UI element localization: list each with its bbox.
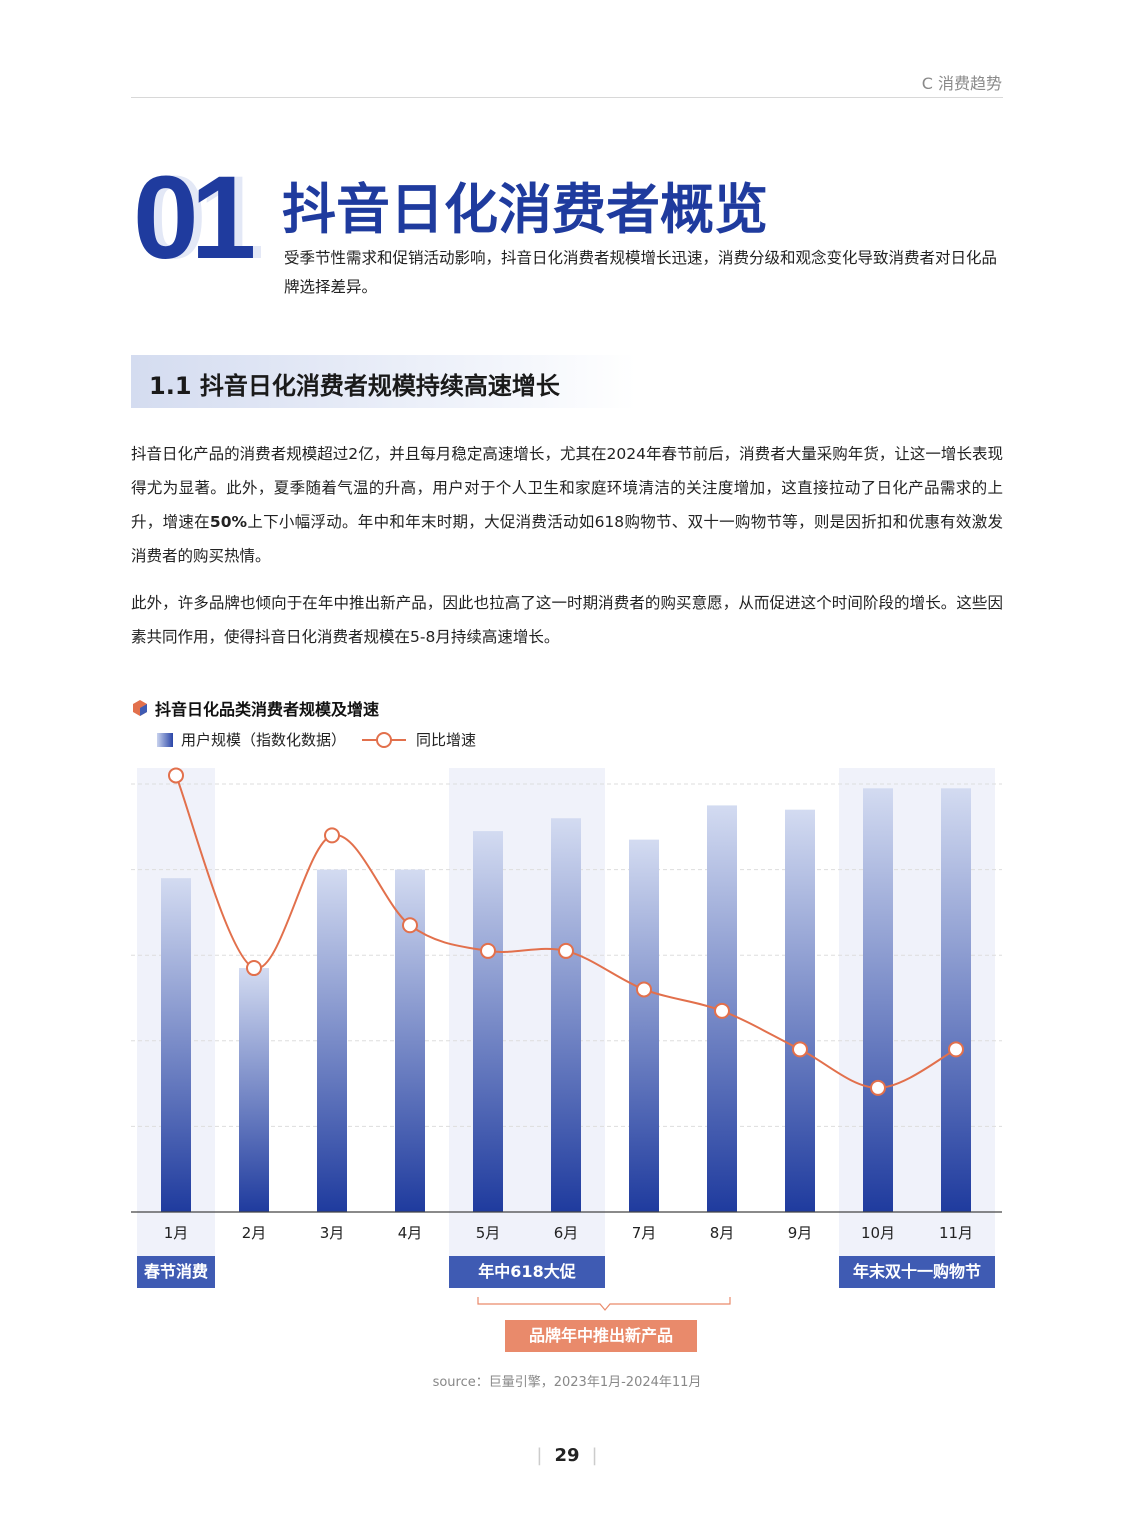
- x-tick-label: 11月: [939, 1224, 973, 1242]
- section-header: C 消费趋势: [921, 74, 1002, 93]
- growth-point: [792, 1041, 808, 1058]
- growth-line: [175, 775, 957, 1089]
- growth-point: [714, 1002, 730, 1019]
- highlight-band: [839, 768, 995, 1268]
- x-tick-label: 9月: [788, 1224, 813, 1242]
- bar: [785, 809, 815, 1212]
- line-legend-swatch: [362, 731, 407, 748]
- p1-text-b: 上下小幅浮动。年中和年末时期，大促消费活动如618购物节、双十一购物节等，则是因…: [131, 513, 1003, 565]
- hexagon-icon: [133, 700, 147, 716]
- period-tag: 春节消费: [137, 1256, 215, 1288]
- growth-point: [402, 917, 418, 934]
- growth-point: [636, 981, 652, 998]
- bar: [629, 839, 659, 1212]
- x-tick-label: 4月: [398, 1224, 423, 1242]
- page-number-text: 29: [554, 1445, 580, 1466]
- chart-legend: 用户规模（指数化数据） 同比增速: [157, 729, 476, 750]
- legend-line-label: 同比增速: [416, 731, 477, 749]
- legend-bar-label: 用户规模（指数化数据）: [181, 731, 347, 749]
- bar: [551, 818, 581, 1212]
- p1-bold: 50%: [209, 513, 248, 531]
- x-tick-label: 1月: [164, 1224, 189, 1242]
- section-heading: 1.1 抖音日化消费者规模持续高速增长: [131, 355, 636, 408]
- chapter-number: 01: [133, 152, 256, 284]
- chart-title-text: 抖音日化品类消费者规模及增速: [155, 700, 380, 719]
- period-tag: 年中618大促: [449, 1256, 605, 1288]
- x-tick-label: 2月: [242, 1224, 267, 1242]
- bar: [239, 968, 269, 1212]
- growth-point: [168, 767, 184, 784]
- section-title: 1.1 抖音日化消费者规模持续高速增长: [149, 372, 560, 400]
- highlight-band: [449, 768, 605, 1268]
- growth-point: [324, 827, 340, 844]
- x-tick-label: 3月: [320, 1224, 345, 1242]
- growth-point: [246, 960, 262, 977]
- bar: [473, 831, 503, 1212]
- x-tick-label: 8月: [710, 1224, 735, 1242]
- bar: [161, 878, 191, 1212]
- annotation-bracket: [477, 1297, 731, 1311]
- p1-text-a: 抖音日化产品的消费者规模超过2亿，并且每月稳定高速增长，尤其在2024年春节前后…: [131, 445, 1003, 531]
- x-tick-label: 6月: [554, 1224, 579, 1242]
- x-tick-label: 5月: [476, 1224, 501, 1242]
- source-note: source：巨量引擎，2023年1月-2024年11月: [432, 1375, 702, 1390]
- bar: [863, 788, 893, 1212]
- chapter-subtitle: 受季节性需求和促销活动影响，抖音日化消费者规模增长迅速，消费分级和观念变化导致消…: [284, 249, 998, 296]
- bar: [317, 869, 347, 1212]
- x-tick-label: 7月: [632, 1224, 657, 1242]
- growth-point: [480, 942, 496, 959]
- growth-point: [948, 1041, 964, 1058]
- header-divider: [131, 97, 1003, 98]
- chart-title: 抖音日化品类消费者规模及增速: [131, 696, 379, 720]
- bar-legend-swatch: [157, 732, 173, 747]
- paragraph-2: 此外，许多品牌也倾向于在年中推出新产品，因此也拉高了这一时期消费者的购买意愿，从…: [131, 594, 1003, 646]
- bar: [941, 788, 971, 1212]
- x-tick-label: 10月: [861, 1224, 895, 1242]
- chapter-title: 抖音日化消费者概览: [282, 178, 768, 241]
- period-tag: 年末双十一购物节: [839, 1256, 995, 1288]
- growth-point: [870, 1079, 886, 1096]
- growth-point: [558, 942, 574, 959]
- annotation-tag: 品牌年中推出新产品: [505, 1320, 697, 1352]
- paragraph-1: 抖音日化产品的消费者规模超过2亿，并且每月稳定高速增长，尤其在2024年春节前后…: [131, 437, 1003, 573]
- page-number: | 29 |: [536, 1445, 598, 1466]
